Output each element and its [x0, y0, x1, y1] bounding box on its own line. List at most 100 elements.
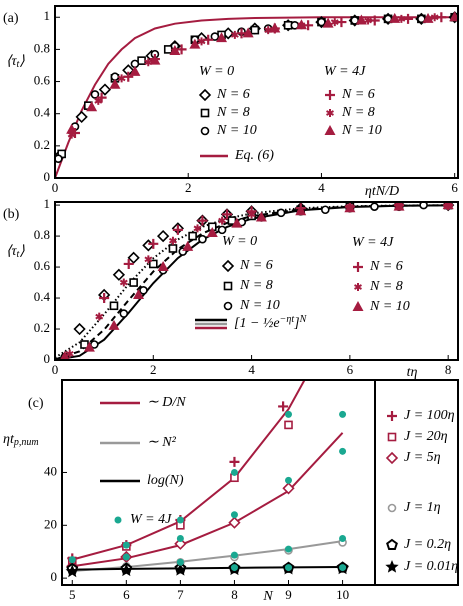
legend-label: J = 100η	[404, 408, 455, 423]
legend-label: ∼ D/N	[147, 395, 186, 410]
plot-area	[65, 380, 350, 578]
marker	[119, 563, 133, 577]
legend-label: W = 4J	[130, 512, 172, 527]
marker	[250, 25, 260, 35]
marker	[228, 516, 241, 529]
marker	[339, 535, 347, 543]
marker	[55, 154, 63, 164]
legend-label-part: N	[299, 314, 308, 325]
y-tick-label: 0.6	[34, 73, 51, 88]
marker	[59, 350, 70, 360]
marker	[352, 301, 364, 311]
plot-area	[55, 11, 458, 178]
marker	[419, 202, 428, 210]
marker	[303, 20, 314, 31]
marker	[221, 259, 235, 273]
panel-label: (c)	[28, 396, 44, 411]
marker	[449, 11, 458, 22]
legend-heading: W = 0	[222, 234, 257, 249]
marker	[278, 401, 289, 412]
marker	[223, 281, 233, 291]
marker	[247, 210, 256, 219]
marker	[430, 13, 439, 22]
marker	[176, 516, 184, 524]
marker	[200, 108, 210, 118]
marker	[217, 225, 227, 235]
marker	[129, 65, 141, 76]
marker	[86, 101, 98, 112]
marker	[109, 301, 119, 311]
marker	[389, 12, 401, 23]
marker	[206, 226, 218, 237]
marker	[322, 17, 334, 28]
x-tick-label: 9	[285, 587, 292, 602]
x-tick-label: 0	[52, 180, 59, 195]
x-tick-label: 6	[123, 587, 130, 602]
y-tick-label: 0	[44, 169, 51, 184]
marker	[385, 451, 399, 465]
marker	[230, 30, 239, 39]
marker	[276, 208, 286, 218]
legend-label: N = 10	[239, 298, 280, 313]
marker	[168, 236, 177, 245]
y-tick-label: 0.2	[34, 320, 50, 335]
marker	[123, 258, 134, 269]
marker	[216, 32, 228, 43]
marker	[242, 27, 254, 38]
marker	[156, 229, 170, 243]
marker	[354, 283, 362, 291]
y-axis-label-part: ⟨τ	[6, 244, 17, 259]
marker	[285, 564, 293, 572]
marker	[129, 278, 138, 287]
marker	[370, 202, 379, 211]
y-tick-label: 0.2	[34, 137, 50, 152]
marker	[122, 553, 130, 561]
marker	[114, 516, 122, 524]
legend-label: N = 10	[369, 299, 410, 314]
legend-label-part: −ηt	[280, 314, 295, 325]
legend-label-part: [1 − ½e	[234, 316, 280, 331]
legend-label: ∼ N²	[147, 435, 177, 450]
marker	[255, 211, 267, 222]
marker	[119, 278, 128, 287]
marker	[282, 482, 295, 495]
marker	[168, 244, 178, 253]
legend-label: N = 8	[239, 278, 273, 293]
legend-label: N = 10	[341, 123, 382, 138]
marker	[230, 468, 238, 476]
plot-frame	[61, 379, 376, 586]
plot-area	[55, 202, 455, 360]
legend-label: Eq. (6)	[234, 148, 274, 163]
x-tick-label: 6	[347, 362, 354, 377]
y-axis-label: ⟨τt⟩	[6, 54, 25, 70]
y-axis-label: ηtp,num	[3, 432, 39, 448]
marker	[142, 239, 155, 252]
y-axis-label: ⟨τt⟩	[6, 244, 25, 260]
marker	[210, 32, 220, 41]
x-axis-label: ηtN/D	[365, 184, 399, 199]
marker	[393, 202, 405, 211]
legend-label: N = 8	[369, 279, 403, 294]
marker	[139, 285, 148, 295]
marker	[230, 511, 238, 519]
y-axis-label-part: p,num	[13, 437, 39, 448]
y-tick-label: 0	[51, 569, 58, 584]
legend-label: J = 1η	[404, 500, 441, 515]
marker	[336, 17, 347, 28]
marker	[188, 231, 197, 241]
x-axis-label: N	[262, 589, 273, 604]
y-tick-label: 1	[44, 8, 51, 23]
marker	[108, 319, 120, 330]
legend-label: N = 8	[341, 105, 375, 120]
marker	[144, 255, 153, 264]
legend-label: N = 6	[341, 87, 375, 102]
legend-label: log(N)	[147, 473, 184, 488]
marker	[222, 209, 233, 220]
marker	[197, 37, 206, 46]
marker	[385, 560, 399, 573]
y-axis-label-part: t	[16, 249, 19, 260]
y-tick-label: 0.4	[34, 289, 51, 304]
marker	[326, 109, 334, 117]
marker	[173, 562, 188, 576]
marker	[65, 349, 74, 358]
